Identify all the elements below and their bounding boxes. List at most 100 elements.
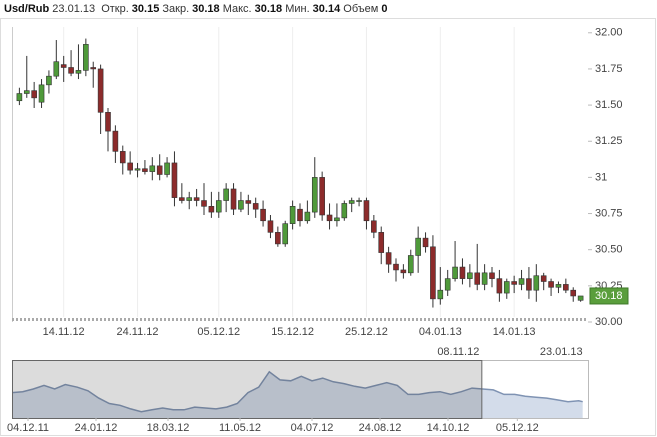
y-tick-label: 31.25 xyxy=(595,135,623,147)
field-label: Мин. xyxy=(285,3,310,15)
candle-body xyxy=(112,130,119,152)
candle-body xyxy=(407,255,414,274)
candle-body xyxy=(260,208,266,222)
candle-body xyxy=(393,263,399,271)
info-bar: Usd/Rub 23.01.13 Откр. 30.15 Закр. 30.18 М… xyxy=(4,3,387,15)
x-tick-label: 25.12.12 xyxy=(345,326,388,338)
candle-body xyxy=(31,90,37,99)
range-start-label: 08.11.12 xyxy=(437,346,479,358)
candle-body xyxy=(90,67,97,70)
range-end-label: 23.01.13 xyxy=(540,346,583,358)
candle-body xyxy=(577,295,584,301)
candle-body xyxy=(319,177,325,216)
x-tick-label: 18.03.12 xyxy=(147,422,190,434)
candle-body xyxy=(437,289,444,300)
x-tick-label: 24.08.12 xyxy=(359,422,402,434)
candle-body xyxy=(60,64,67,68)
candle-body xyxy=(282,223,289,245)
y-tick-label: 30.00 xyxy=(595,316,623,328)
candle-body xyxy=(481,272,488,285)
candle-body xyxy=(304,211,311,222)
symbol: Usd/Rub xyxy=(4,3,50,15)
candle-body xyxy=(97,68,104,113)
candle-body xyxy=(164,162,170,175)
candle-body xyxy=(46,75,52,86)
x-tick-label: 11.05.12 xyxy=(219,422,261,434)
candle-body xyxy=(444,278,451,291)
candle-body xyxy=(570,289,577,297)
candle-body xyxy=(415,237,421,256)
field-label: Закр. xyxy=(162,3,190,15)
candle-body xyxy=(474,272,481,285)
candle-body xyxy=(186,197,193,201)
price-tag-label: 30.18 xyxy=(595,290,623,302)
x-tick-label: 14.01.13 xyxy=(493,326,536,338)
candle-body xyxy=(289,206,296,224)
area-fill xyxy=(12,371,583,418)
candle-body xyxy=(326,214,333,222)
candle-body xyxy=(385,252,392,265)
candle-body xyxy=(511,281,517,285)
x-tick-label: 14.11.12 xyxy=(43,326,85,338)
candle-body xyxy=(127,162,133,171)
candle-body xyxy=(518,278,525,285)
candle-body xyxy=(422,237,429,248)
candle-body xyxy=(68,67,74,74)
y-tick-label: 30.50 xyxy=(595,244,623,256)
candle-body xyxy=(311,177,318,213)
candle-body xyxy=(563,284,569,291)
candle-body xyxy=(75,70,82,74)
frame xyxy=(0,18,656,436)
candle-body xyxy=(378,232,385,253)
candle-body xyxy=(208,206,215,213)
candle-body xyxy=(555,284,562,288)
field-label: Объем xyxy=(343,3,379,15)
y-tick-label: 32.00 xyxy=(595,27,623,39)
candle-body xyxy=(334,217,340,222)
candle-body xyxy=(341,203,348,219)
candle-body xyxy=(16,93,23,102)
candle-body xyxy=(142,168,148,172)
candle-body xyxy=(496,278,503,294)
field-value: 30.18 xyxy=(192,3,220,15)
navigator-mask xyxy=(12,360,483,419)
candle-body xyxy=(179,197,185,201)
field-value: 30.18 xyxy=(254,3,283,15)
field-value: 30.14 xyxy=(312,3,341,15)
candle-body xyxy=(267,220,274,233)
x-tick-label: 24.01.12 xyxy=(75,422,118,434)
x-tick-label: 04.01.13 xyxy=(419,326,462,338)
candle-body xyxy=(467,272,473,279)
x-tick-label: 04.12.11 xyxy=(7,422,49,434)
candle-body xyxy=(252,203,259,210)
candle-body xyxy=(503,281,510,294)
x-tick-label: 04.07.12 xyxy=(291,422,334,434)
area-line xyxy=(11,370,583,413)
candle-body xyxy=(245,200,252,204)
candle-body xyxy=(348,200,355,204)
field-value: 30.15 xyxy=(131,3,160,15)
candle-body xyxy=(119,151,126,164)
candle-body xyxy=(548,281,554,288)
x-tick-label: 14.10.12 xyxy=(427,422,470,434)
candle-body xyxy=(193,197,200,201)
date: 23.01.13 xyxy=(52,3,96,15)
y-tick-label: 30.75 xyxy=(595,207,623,219)
candle-body xyxy=(371,220,377,233)
candle-body xyxy=(149,165,156,172)
candle-body xyxy=(83,44,89,71)
candle-body xyxy=(356,200,362,202)
y-tick-label: 31 xyxy=(595,171,607,183)
candle-body xyxy=(156,165,163,175)
y-tick-label: 31.75 xyxy=(595,63,623,75)
x-tick-label: 05.12.12 xyxy=(197,326,240,338)
candle-body xyxy=(489,272,495,279)
candle-body xyxy=(23,90,30,94)
field-label: Откр. xyxy=(101,3,129,15)
candle-body xyxy=(459,266,466,279)
y-tick-label: 31.50 xyxy=(595,99,623,111)
candle-body xyxy=(297,208,303,222)
candle-body xyxy=(363,200,370,222)
